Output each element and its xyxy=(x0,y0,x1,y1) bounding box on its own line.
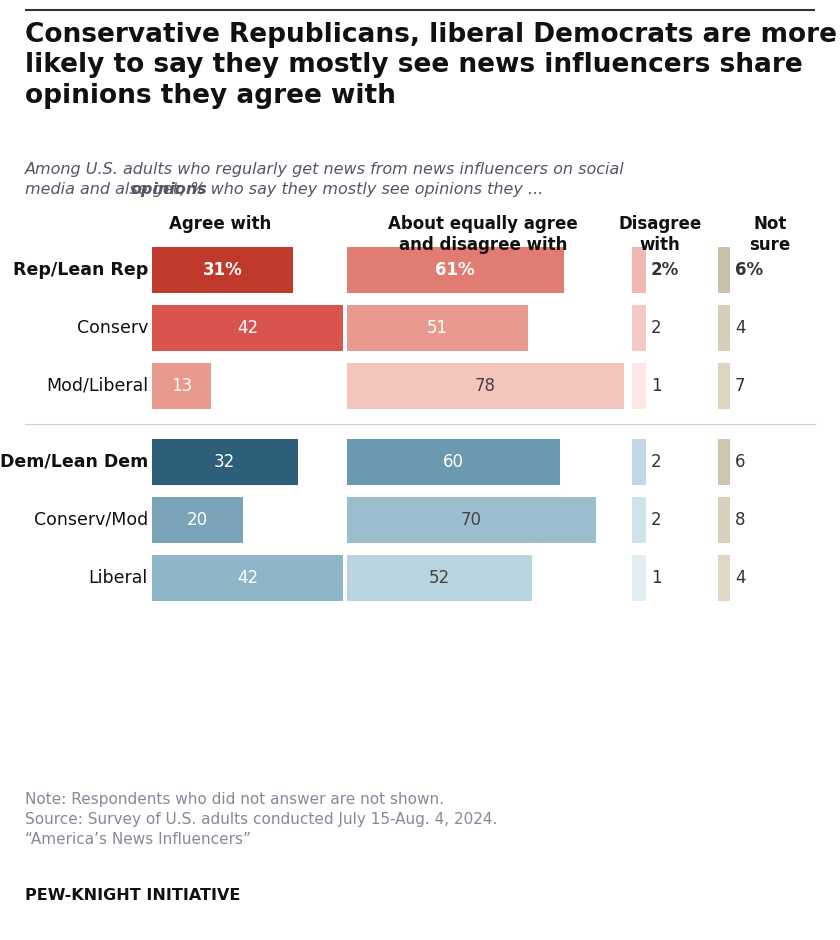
Bar xyxy=(632,497,646,543)
Text: 20: 20 xyxy=(187,511,208,529)
Text: 2%: 2% xyxy=(651,261,680,279)
Bar xyxy=(152,555,343,601)
Text: 6%: 6% xyxy=(735,261,763,279)
Text: Conserv/Mod: Conserv/Mod xyxy=(34,511,148,529)
Text: Not
sure: Not sure xyxy=(749,215,790,255)
Bar xyxy=(718,305,730,351)
Bar xyxy=(152,497,243,543)
Bar xyxy=(152,363,211,409)
Text: “America’s News Influencers”: “America’s News Influencers” xyxy=(25,832,251,847)
Bar xyxy=(632,247,646,293)
Text: 31%: 31% xyxy=(202,261,243,279)
Bar xyxy=(718,439,730,485)
Text: 51: 51 xyxy=(427,319,448,337)
Text: 42: 42 xyxy=(237,319,258,337)
Text: Mod/Liberal: Mod/Liberal xyxy=(46,377,148,395)
Text: PEW-KNIGHT INITIATIVE: PEW-KNIGHT INITIATIVE xyxy=(25,888,240,903)
Text: 60: 60 xyxy=(443,453,464,471)
Text: opinions: opinions xyxy=(130,182,207,197)
Text: Rep/Lean Rep: Rep/Lean Rep xyxy=(13,261,148,279)
Bar xyxy=(152,439,297,485)
Bar xyxy=(718,247,730,293)
Text: 70: 70 xyxy=(461,511,482,529)
Text: 2: 2 xyxy=(651,453,662,471)
Text: 1: 1 xyxy=(651,377,662,395)
Bar xyxy=(347,555,532,601)
Text: 1: 1 xyxy=(651,569,662,587)
Text: 4: 4 xyxy=(735,569,746,587)
Text: 7: 7 xyxy=(735,377,746,395)
Bar xyxy=(718,363,730,409)
Text: Conservative Republicans, liberal Democrats are more
likely to say they mostly s: Conservative Republicans, liberal Democr… xyxy=(25,22,837,109)
Text: 61%: 61% xyxy=(435,261,475,279)
Bar xyxy=(347,363,624,409)
Text: Conserv: Conserv xyxy=(76,319,148,337)
Text: Disagree
with: Disagree with xyxy=(618,215,701,255)
Bar xyxy=(718,555,730,601)
Text: 32: 32 xyxy=(214,453,235,471)
Text: Among U.S. adults who regularly get news from news influencers on social: Among U.S. adults who regularly get news… xyxy=(25,162,625,177)
Bar xyxy=(152,247,293,293)
Text: 8: 8 xyxy=(735,511,746,529)
Bar xyxy=(632,555,646,601)
Text: 52: 52 xyxy=(428,569,450,587)
Text: 4: 4 xyxy=(735,319,746,337)
Bar xyxy=(632,305,646,351)
Bar xyxy=(632,363,646,409)
Text: 2: 2 xyxy=(651,511,662,529)
Text: 6: 6 xyxy=(735,453,746,471)
Text: Liberal: Liberal xyxy=(89,569,148,587)
Bar xyxy=(632,439,646,485)
Text: Dem/Lean Dem: Dem/Lean Dem xyxy=(0,453,148,471)
Text: Source: Survey of U.S. adults conducted July 15-Aug. 4, 2024.: Source: Survey of U.S. adults conducted … xyxy=(25,812,497,827)
Text: media and also get: media and also get xyxy=(25,182,184,197)
Text: Note: Respondents who did not answer are not shown.: Note: Respondents who did not answer are… xyxy=(25,792,444,807)
Text: Agree with: Agree with xyxy=(169,215,271,233)
Text: 42: 42 xyxy=(237,569,258,587)
Bar xyxy=(152,305,343,351)
Text: 13: 13 xyxy=(171,377,192,395)
Text: 2: 2 xyxy=(651,319,662,337)
Bar xyxy=(347,305,528,351)
Bar xyxy=(347,497,596,543)
Bar xyxy=(718,497,730,543)
Text: 78: 78 xyxy=(475,377,496,395)
Text: About equally agree
and disagree with: About equally agree and disagree with xyxy=(388,215,578,255)
Bar xyxy=(347,247,564,293)
Text: , % who say they mostly see opinions they ...: , % who say they mostly see opinions the… xyxy=(180,182,543,197)
Bar xyxy=(347,439,560,485)
